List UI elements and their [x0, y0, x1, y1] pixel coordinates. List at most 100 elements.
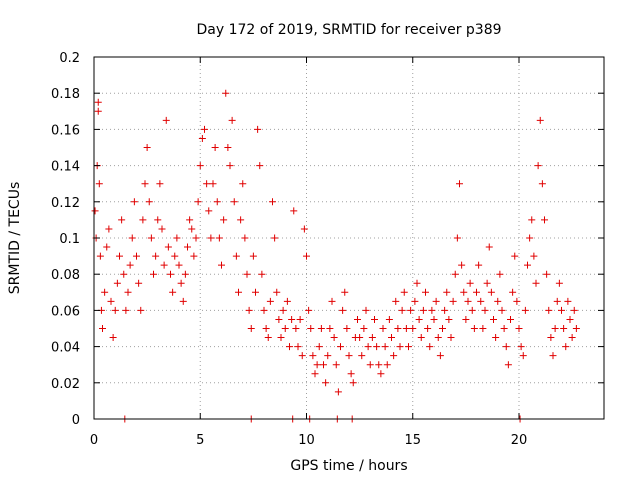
data-point [296, 315, 304, 323]
data-point [322, 379, 330, 387]
data-point [328, 297, 336, 305]
data-point [439, 325, 446, 332]
data-point [394, 325, 402, 332]
data-point [124, 288, 132, 296]
data-point [337, 343, 344, 351]
data-point [373, 343, 381, 351]
y-tick-label: 0.12 [51, 196, 80, 211]
y-tick-label: 0.14 [51, 160, 80, 175]
data-point [417, 334, 425, 342]
data-point [419, 306, 427, 314]
data-point [509, 288, 517, 296]
data-point [184, 243, 191, 251]
data-point [94, 98, 102, 106]
data-point [564, 297, 572, 305]
data-point [245, 306, 253, 314]
data-point [566, 315, 574, 323]
y-tick-label: 0.2 [59, 51, 80, 66]
data-point [549, 352, 557, 360]
x-tick-label: 0 [90, 433, 98, 448]
data-point [230, 198, 238, 206]
data-point [120, 270, 128, 278]
data-point [162, 116, 170, 124]
data-point [294, 343, 302, 351]
data-point [487, 288, 495, 296]
data-point [228, 116, 236, 124]
data-point [464, 297, 472, 305]
data-point [447, 334, 455, 342]
x-tick-label: 10 [298, 433, 315, 448]
data-point [500, 325, 508, 332]
data-point [130, 198, 138, 206]
data-point [330, 334, 338, 342]
data-point [309, 352, 317, 360]
data-point [260, 306, 268, 314]
data-point [186, 216, 194, 224]
data-point [517, 343, 525, 351]
data-point [562, 343, 570, 351]
data-point [283, 297, 291, 305]
data-point [360, 325, 368, 332]
data-point [266, 297, 274, 305]
data-point [383, 361, 391, 369]
data-point [515, 325, 523, 332]
data-point [449, 297, 457, 305]
data-point [113, 279, 121, 287]
data-point [220, 216, 228, 224]
data-point [443, 288, 451, 296]
data-point [545, 306, 553, 314]
data-point [152, 252, 160, 260]
data-point [490, 315, 497, 323]
data-point [411, 297, 419, 305]
data-point [277, 334, 285, 342]
data-point [356, 334, 364, 342]
data-point [169, 288, 177, 296]
data-point [413, 279, 421, 287]
y-tick-label: 0.08 [51, 268, 80, 283]
data-point [364, 343, 372, 351]
data-points [91, 89, 580, 423]
data-point [362, 306, 370, 314]
data-point [237, 216, 245, 224]
data-point [133, 252, 140, 260]
data-point [441, 306, 449, 314]
data-point [415, 315, 423, 323]
data-point [262, 325, 270, 332]
data-point [409, 325, 417, 332]
y-tick-label: 0.06 [51, 304, 80, 319]
data-point [422, 288, 429, 296]
data-point [95, 180, 103, 188]
data-point [366, 361, 374, 369]
data-point [105, 225, 113, 233]
data-point [188, 225, 196, 233]
data-point [466, 279, 474, 287]
data-point [317, 325, 325, 332]
data-point [218, 261, 225, 269]
data-point [173, 234, 181, 242]
data-point [292, 325, 300, 332]
data-point [179, 297, 187, 305]
data-point [402, 325, 410, 332]
data-point [239, 180, 247, 188]
data-point [215, 234, 223, 242]
data-point [181, 270, 189, 278]
data-point [101, 288, 109, 296]
data-point [254, 125, 262, 133]
data-point [405, 343, 412, 351]
data-point [479, 325, 487, 332]
data-point [392, 297, 400, 305]
data-point [332, 361, 340, 369]
data-point [555, 279, 563, 287]
data-point [381, 343, 389, 351]
data-point [456, 180, 463, 188]
data-point [141, 180, 149, 188]
data-point [462, 315, 470, 323]
data-point [407, 306, 415, 314]
data-point [247, 325, 255, 332]
data-point [572, 325, 580, 332]
data-point [324, 352, 332, 360]
data-point [375, 361, 383, 369]
data-point [111, 306, 119, 314]
